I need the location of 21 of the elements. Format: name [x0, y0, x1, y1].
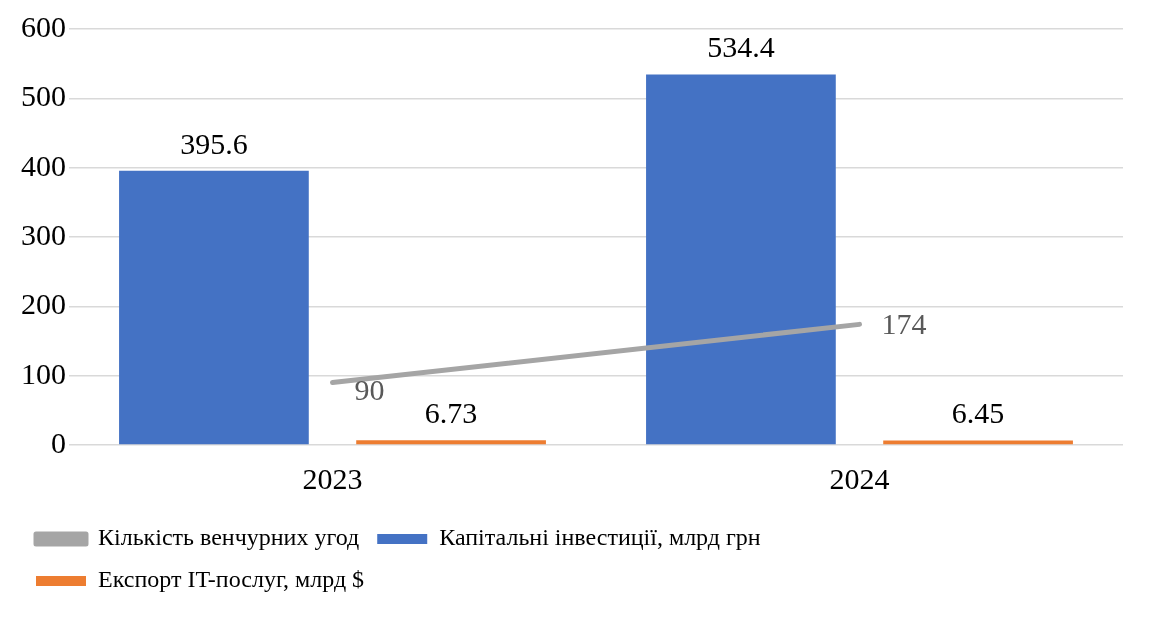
legend-label: Експорт IT-послуг, млрд $ — [98, 566, 365, 593]
y-tick-label: 100 — [21, 356, 66, 390]
y-tick-label: 200 — [21, 287, 66, 321]
x-tick-label: 2024 — [829, 461, 890, 495]
data-label: 534.4 — [707, 30, 775, 64]
y-tick-label: 400 — [21, 148, 66, 182]
x-tick-label: 2023 — [302, 461, 363, 495]
data-label: 6.73 — [424, 396, 478, 430]
bar — [646, 74, 836, 445]
data-label: 90 — [354, 373, 385, 407]
y-tick-label: 300 — [21, 217, 66, 251]
bar — [356, 440, 546, 445]
bar — [119, 170, 309, 445]
data-label: 174 — [881, 307, 927, 341]
y-tick-label: 600 — [21, 9, 66, 43]
legend-label: Кількість венчурних угод — [98, 524, 360, 551]
y-tick-label: 0 — [51, 425, 66, 459]
legend-label: Капітальні інвестиції, млрд грн — [439, 524, 761, 551]
data-label: 6.45 — [951, 396, 1005, 430]
y-tick-label: 500 — [21, 79, 66, 113]
data-label: 395.6 — [180, 126, 248, 160]
